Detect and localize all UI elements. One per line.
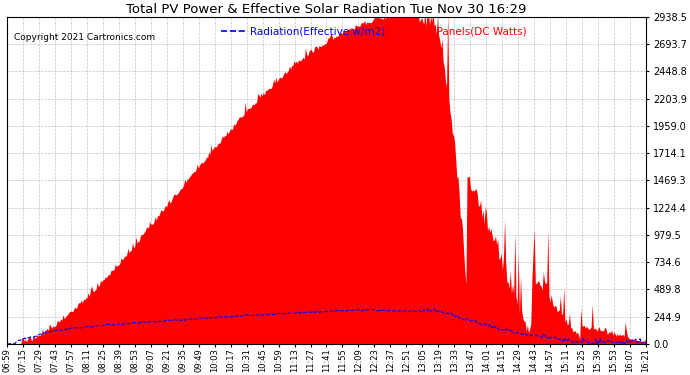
Title: Total PV Power & Effective Solar Radiation Tue Nov 30 16:29: Total PV Power & Effective Solar Radiati… [126,3,526,16]
Legend: Radiation(Effective w/m2), PV Panels(DC Watts): Radiation(Effective w/m2), PV Panels(DC … [217,22,531,40]
Text: Copyright 2021 Cartronics.com: Copyright 2021 Cartronics.com [14,33,155,42]
